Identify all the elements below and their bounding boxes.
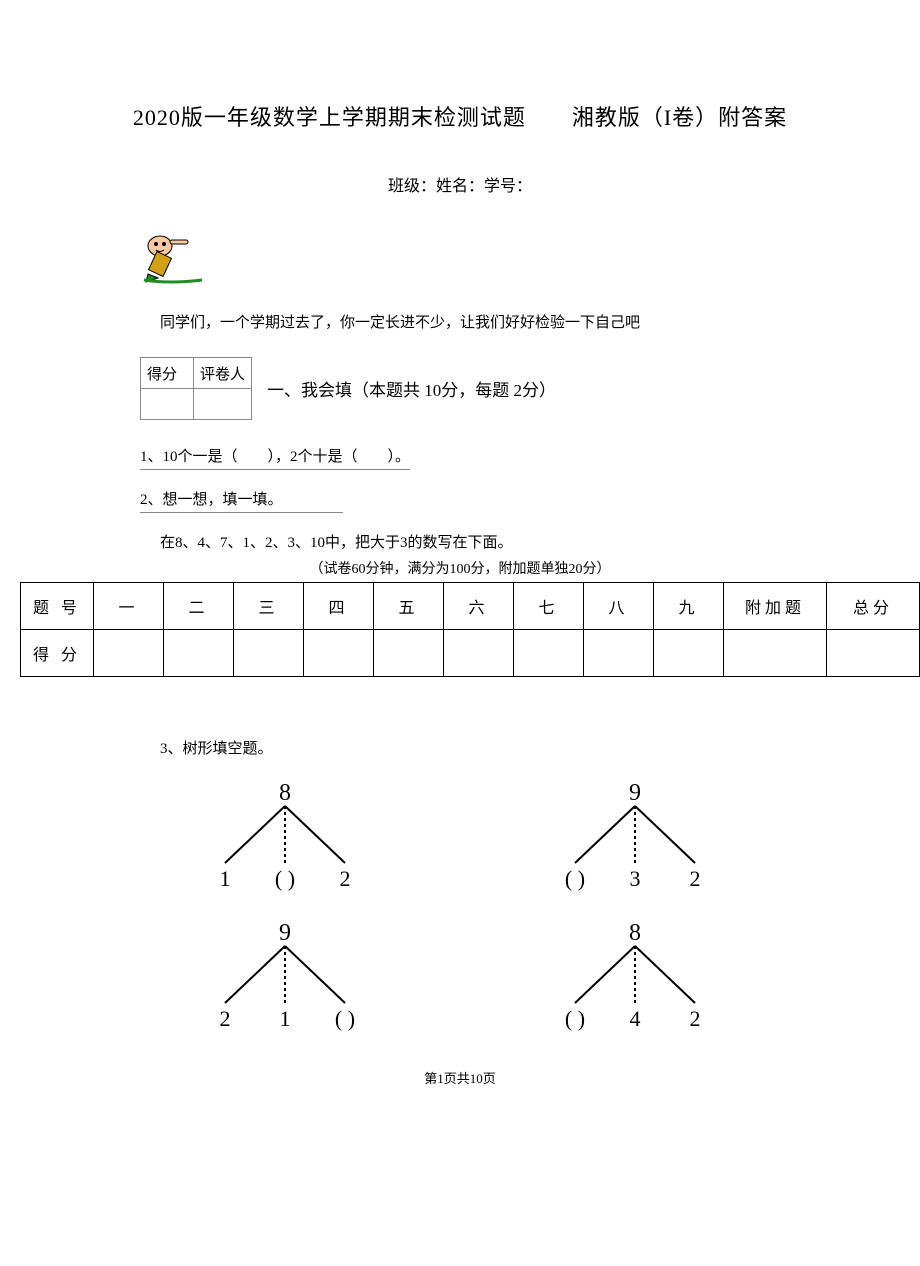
score-cell[interactable] [164, 630, 234, 677]
grader-blank-cell[interactable] [194, 389, 252, 420]
col-5: 五 [374, 583, 444, 630]
tree1-leaf2: ( ) [275, 866, 295, 891]
q2-subtext: 在8、4、7、1、2、3、10中，把大于3的数写在下面。 [160, 531, 900, 552]
col-3: 三 [234, 583, 304, 630]
main-score-table: 题 号 一 二 三 四 五 六 七 八 九 附加题 总分 得 分 [20, 582, 920, 677]
score-cell[interactable] [94, 630, 164, 677]
table-score-row: 得 分 [21, 630, 920, 677]
tree4-leaf1: ( ) [565, 1006, 585, 1031]
score-cell[interactable] [234, 630, 304, 677]
col-total: 总分 [827, 583, 920, 630]
score-cell[interactable] [514, 630, 584, 677]
col-1: 一 [94, 583, 164, 630]
tree4-top: 8 [629, 920, 641, 946]
intro-text: 同学们，一个学期过去了，你一定长进不少，让我们好好检验一下自己吧 [160, 311, 900, 332]
tree3-leaf1: 2 [220, 1006, 231, 1031]
section1-header-row: 得分 评卷人 一、我会填（本题共 10分，每题 2分） [140, 357, 900, 420]
tree-row-2: 9 2 1 ( ) 8 ( ) 4 2 [20, 918, 900, 1038]
score-blank-cell[interactable] [141, 389, 194, 420]
col-6: 六 [444, 583, 514, 630]
row2-label: 得 分 [21, 630, 94, 677]
col-extra: 附加题 [724, 583, 827, 630]
question-2: 2、想一想，填一填。 [140, 488, 900, 513]
row1-label: 题 号 [21, 583, 94, 630]
col-2: 二 [164, 583, 234, 630]
score-cell[interactable] [374, 630, 444, 677]
col-4: 四 [304, 583, 374, 630]
score-grader-box: 得分 评卷人 [140, 357, 252, 420]
score-cell[interactable] [654, 630, 724, 677]
tree4-leaf3: 2 [690, 1006, 701, 1031]
tree3-leaf2: 1 [280, 1006, 291, 1031]
q2-text: 2、想一想，填一填。 [140, 488, 343, 513]
col-7: 七 [514, 583, 584, 630]
page-title: 2020版一年级数学上学期期末检测试题 湘教版（I卷）附答案 [20, 100, 900, 132]
col-8: 八 [584, 583, 654, 630]
grader-label-cell: 评卷人 [194, 358, 252, 389]
page-footer: 第1页共10页 [20, 1068, 900, 1087]
tree-diagram-1: 8 1 ( ) 2 [185, 778, 385, 898]
tree-diagram-2: 9 ( ) 3 2 [535, 778, 735, 898]
tree-diagram-3: 9 2 1 ( ) [185, 918, 385, 1038]
tree3-top: 9 [279, 920, 291, 946]
table-header-row: 题 号 一 二 三 四 五 六 七 八 九 附加题 总分 [21, 583, 920, 630]
score-label-cell: 得分 [141, 358, 194, 389]
col-9: 九 [654, 583, 724, 630]
score-cell[interactable] [444, 630, 514, 677]
score-cell[interactable] [724, 630, 827, 677]
pencil-character-icon [140, 226, 900, 291]
tree1-top: 8 [279, 780, 291, 806]
student-info-line: 班级：姓名：学号： [20, 172, 900, 196]
score-cell[interactable] [827, 630, 920, 677]
tree2-leaf2: 3 [630, 866, 641, 891]
exam-page: 2020版一年级数学上学期期末检测试题 湘教版（I卷）附答案 班级：姓名：学号：… [0, 0, 920, 1127]
tree-row-1: 8 1 ( ) 2 9 ( ) 3 2 [20, 778, 900, 898]
tree2-top: 9 [629, 780, 641, 806]
score-cell[interactable] [584, 630, 654, 677]
tree3-leaf3: ( ) [335, 1006, 355, 1031]
tree4-leaf2: 4 [630, 1006, 641, 1031]
tree2-leaf1: ( ) [565, 866, 585, 891]
section1-title: 一、我会填（本题共 10分，每题 2分） [267, 376, 556, 401]
question-3: 3、树形填空题。 [160, 737, 900, 758]
tree1-leaf1: 1 [220, 866, 231, 891]
tree-diagram-4: 8 ( ) 4 2 [535, 918, 735, 1038]
question-1: 1、10个一是（ ），2个十是（ ）。 [140, 445, 900, 470]
tree1-leaf3: 2 [340, 866, 351, 891]
exam-info-text: （试卷60分钟，满分为100分，附加题单独20分） [20, 558, 900, 578]
q1-text: 1、10个一是（ ），2个十是（ ）。 [140, 445, 410, 470]
score-cell[interactable] [304, 630, 374, 677]
tree2-leaf3: 2 [690, 866, 701, 891]
